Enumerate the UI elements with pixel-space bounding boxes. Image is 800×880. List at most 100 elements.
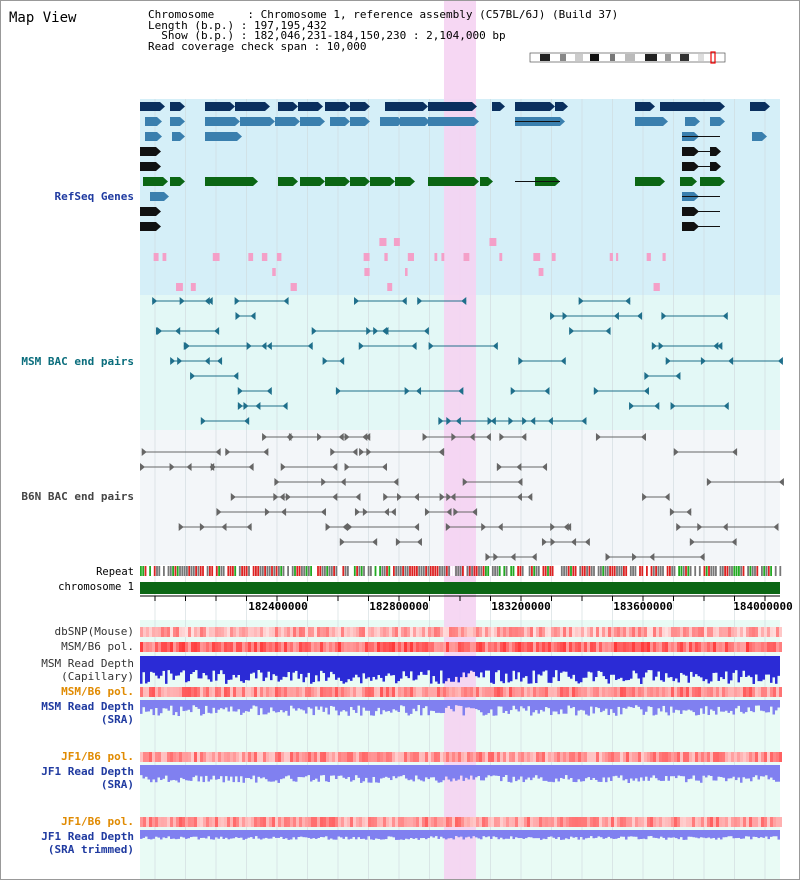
heat-cell <box>173 687 176 697</box>
repeat-mark <box>487 566 490 576</box>
depth-bar <box>370 656 373 681</box>
track-label-msm-depth-capillary[interactable]: MSM Read Depth (Capillary) <box>41 657 134 683</box>
bac-end <box>422 433 428 441</box>
track-label-jf1-b6-pol-2[interactable]: JF1/B6 pol. <box>61 815 134 828</box>
depth-bar <box>687 765 690 780</box>
track-label-b6n-bac[interactable]: B6N BAC end pairs <box>21 490 134 503</box>
depth-bar <box>515 765 518 782</box>
repeat-mark <box>632 566 634 576</box>
heat-cell <box>212 627 215 637</box>
track-label-msm-b6-pol-2[interactable]: MSM/B6 pol. <box>61 685 134 698</box>
depth-bar <box>155 765 158 783</box>
depth-bar <box>357 830 360 838</box>
depth-bar <box>462 656 465 673</box>
heat-cell <box>143 627 146 637</box>
depth-bar <box>392 656 395 676</box>
heat-cell <box>773 752 776 762</box>
bac-end <box>700 357 706 365</box>
heat-cell <box>587 687 590 697</box>
depth-bar <box>747 656 750 676</box>
heat-cell <box>512 627 515 637</box>
track-label-msm-b6-pol-1[interactable]: MSM/B6 pol. <box>61 640 134 653</box>
depth-bar <box>750 656 753 678</box>
depth-bar <box>595 700 598 708</box>
heat-cell <box>149 752 152 762</box>
track-label-dbsnp[interactable]: dbSNP(Mouse) <box>54 625 134 638</box>
heat-cell <box>500 627 503 637</box>
depth-bar <box>350 765 353 782</box>
depth-bar <box>295 830 298 840</box>
heat-cell <box>308 627 311 637</box>
heat-cell <box>347 752 350 762</box>
gene-block <box>428 102 472 111</box>
depth-bar <box>155 700 158 709</box>
heat-cell <box>437 627 440 637</box>
depth-bar <box>392 830 395 838</box>
heat-cell <box>143 752 146 762</box>
depth-bar <box>700 700 703 709</box>
heat-cell <box>398 817 401 827</box>
depth-bar <box>700 830 703 838</box>
heat-cell <box>500 752 503 762</box>
depth-bar <box>592 765 595 778</box>
bac-end <box>560 357 566 365</box>
heat-cell <box>422 642 425 652</box>
depth-bar <box>497 656 500 671</box>
heat-cell <box>770 752 773 762</box>
depth-bar <box>190 700 193 713</box>
heat-cell <box>542 817 545 827</box>
bac-end <box>566 523 572 531</box>
depth-bar <box>275 765 278 781</box>
heat-cell <box>476 752 479 762</box>
depth-bar <box>485 656 488 671</box>
track-label-jf1-b6-pol-1[interactable]: JF1/B6 pol. <box>61 750 134 763</box>
heat-cell <box>530 687 533 697</box>
depth-bar <box>410 700 413 714</box>
depth-bar <box>237 656 240 675</box>
heat-cell <box>227 687 230 697</box>
heat-cell <box>488 752 491 762</box>
heat-cell <box>272 752 275 762</box>
depth-bar <box>150 700 153 710</box>
track-label-jf1-depth-trimmed[interactable]: JF1 Read Depth (SRA trimmed) <box>41 830 134 856</box>
heat-cell <box>491 817 494 827</box>
depth-bar <box>175 656 178 676</box>
depth-bar <box>625 700 628 709</box>
axis-tick-label: 182800000 <box>369 600 429 613</box>
repeat-mark <box>715 566 717 576</box>
depth-bar <box>517 765 520 780</box>
heat-cell <box>554 752 557 762</box>
heat-cell <box>488 627 491 637</box>
track-label-msm-bac[interactable]: MSM BAC end pairs <box>21 355 134 368</box>
depth-bar <box>495 830 498 838</box>
heat-cell <box>368 627 371 637</box>
heat-cell <box>593 642 596 652</box>
track-label-jf1-depth-sra[interactable]: JF1 Read Depth (SRA) <box>41 765 134 791</box>
heat-cell <box>677 627 680 637</box>
track-label-msm-depth-sra[interactable]: MSM Read Depth (SRA) <box>41 700 134 726</box>
depth-bar <box>750 700 753 712</box>
depth-bar <box>510 830 513 837</box>
heat-cell <box>551 687 554 697</box>
depth-bar <box>610 765 613 781</box>
gene-block <box>350 117 365 126</box>
heat-cell <box>296 752 299 762</box>
depth-bar <box>305 656 308 678</box>
heat-cell <box>617 642 620 652</box>
refseq-mark <box>646 253 651 261</box>
heat-cell <box>338 752 341 762</box>
depth-bar <box>502 830 505 840</box>
heat-cell <box>293 752 296 762</box>
heat-cell <box>410 627 413 637</box>
depth-bar <box>317 656 320 682</box>
depth-bar <box>717 765 720 777</box>
track-label-refseq[interactable]: RefSeq Genes <box>54 190 134 203</box>
heat-cell <box>563 627 566 637</box>
bac-end <box>274 478 280 486</box>
heat-cell <box>503 627 506 637</box>
heat-cell <box>554 642 557 652</box>
heat-cell <box>215 752 218 762</box>
heat-cell <box>725 642 728 652</box>
depth-bar <box>297 765 300 778</box>
heat-cell <box>572 752 575 762</box>
